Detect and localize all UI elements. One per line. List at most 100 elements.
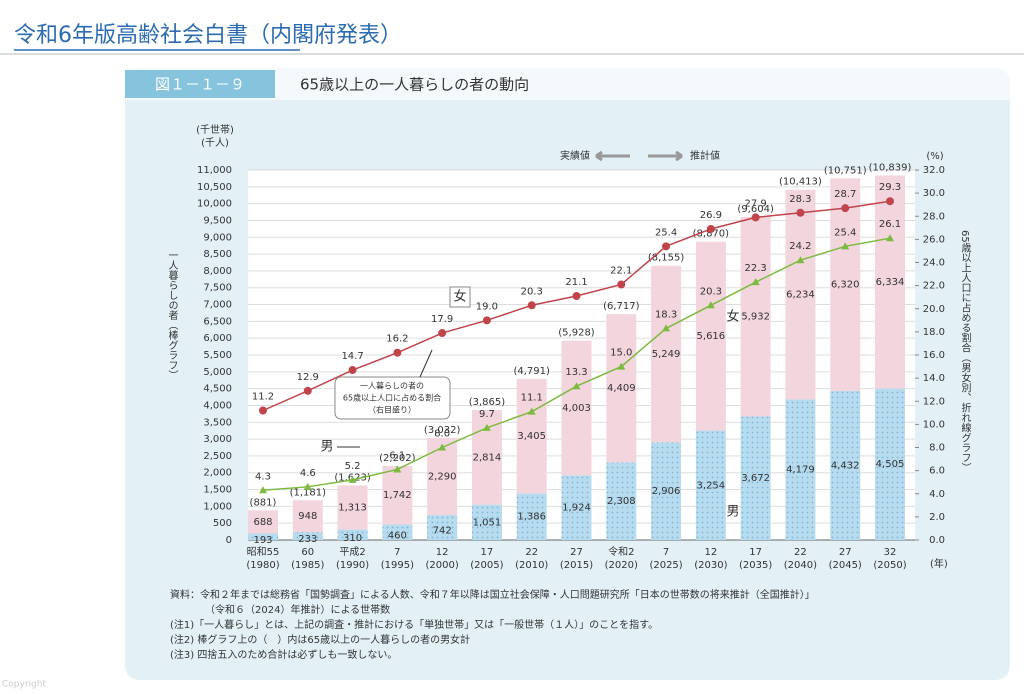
note: 資料：令和２年までは総務省「国勢調査」による人数、令和７年以降は国立社会保障・人…	[170, 588, 815, 601]
x-tick-label: 昭和55	[247, 546, 280, 558]
x-tick-sublabel: (2035)	[739, 560, 772, 571]
marker	[751, 278, 760, 286]
marker	[482, 316, 491, 325]
x-tick-sublabel: (1990)	[336, 560, 369, 571]
x-tick-sublabel: (2050)	[873, 560, 906, 571]
note: (注1)「一人暮らし」とは、上記の調査・推計における「単独世帯」又は「一般世帯（…	[170, 618, 658, 631]
bar-segment	[382, 524, 413, 540]
note: (注2) 棒グラフ上の（ ）内は65歳以上の一人暮らしの者の男女計	[170, 633, 470, 646]
marker	[393, 348, 402, 357]
y-tick-label: 1,500	[203, 485, 232, 496]
x-tick-sublabel: (2020)	[605, 560, 638, 571]
x-tick-sublabel: (1980)	[246, 560, 279, 571]
legend-projection: 推計値	[690, 149, 720, 162]
bar-value-label: 3,405	[517, 431, 546, 442]
bar-value-label: 5,616	[697, 331, 726, 342]
y2-tick-label: 2.0	[929, 512, 945, 523]
line-value-label: 5.2	[345, 461, 361, 472]
bar-value-label: 460	[388, 530, 407, 541]
x-tick-label: 22	[794, 547, 807, 558]
total-label: (3,865)	[469, 397, 506, 408]
line-value-label: 27.9	[745, 198, 767, 209]
total-label: (6,717)	[603, 301, 640, 312]
figure-number-box	[125, 70, 275, 98]
x-tick-label: 17	[749, 547, 762, 558]
line-value-label: 12.9	[297, 372, 319, 383]
line-value-label: 9.7	[479, 409, 495, 420]
x-tick-sublabel: (2030)	[694, 560, 727, 571]
x-tick-sublabel: (1995)	[381, 560, 414, 571]
total-label: (10,839)	[869, 162, 912, 173]
x-tick-sublabel: (2005)	[470, 560, 503, 571]
bar-segment	[516, 378, 547, 494]
bar-value-label: 742	[433, 526, 452, 537]
y-tick-label: 2,000	[203, 468, 232, 479]
y2-tick-label: 26.0	[923, 234, 945, 245]
marker	[527, 407, 536, 415]
callout-box	[334, 376, 451, 420]
y2-tick-label: 30.0	[923, 188, 945, 199]
annotation: 男	[726, 505, 739, 520]
marker	[259, 486, 267, 494]
total-label: (3,032)	[424, 425, 461, 436]
y-tick-label: 1,000	[203, 501, 232, 512]
bar-segment	[606, 314, 637, 463]
arrow	[595, 150, 630, 162]
marker	[303, 386, 312, 395]
x-tick-label: 60	[301, 547, 314, 558]
x-tick-sublabel: (2040)	[784, 560, 817, 571]
y-tick-label: 2,500	[203, 451, 232, 462]
page-title: 令和6年版高齢社会白書（内閣府発表）	[14, 23, 402, 48]
bar-value-label: 1,924	[562, 503, 591, 514]
bar-value-label: 4,003	[562, 403, 591, 414]
annotation: 女	[726, 309, 739, 325]
x-tick-label: 平成2	[339, 546, 365, 558]
marker	[572, 382, 581, 390]
x-tick-label: 17	[481, 547, 494, 558]
x-tick-label: 22	[525, 547, 538, 558]
line-value-label: 11.1	[521, 393, 543, 404]
bar-segment	[606, 462, 637, 540]
y2-tick-label: 10.0	[923, 419, 945, 430]
x-tick-label: 27	[570, 547, 583, 558]
line-value-label: 29.3	[879, 182, 901, 193]
line-value-label: 15.0	[610, 348, 632, 359]
bar-value-label: 5,932	[741, 312, 770, 323]
callout-text: 一人暮らしの者の	[360, 381, 424, 391]
bar-segment	[561, 340, 592, 476]
x-tick-label: 27	[839, 547, 852, 558]
bar-segment	[740, 416, 771, 540]
y2-tick-label: 24.0	[923, 258, 945, 269]
marker	[482, 423, 491, 431]
y2-tick-label: 28.0	[923, 211, 945, 222]
bar-value-label: 6,334	[876, 277, 905, 288]
y-tick-label: 6,500	[203, 316, 232, 327]
y-tick-label: 7,000	[203, 300, 232, 311]
y-tick-label: 9,000	[203, 232, 232, 243]
bar-value-label: 2,906	[652, 486, 681, 497]
marker	[886, 197, 894, 206]
chart-title: 65歳以上の一人暮らしの者の動向	[300, 76, 529, 94]
y-tick-label: 5,500	[203, 350, 232, 361]
line-value-label: 16.2	[386, 334, 408, 345]
y-tick-label: 3,000	[203, 434, 232, 445]
line-value-label: 25.4	[655, 227, 677, 238]
total-label: (4,791)	[513, 366, 550, 377]
bar-value-label: 3,672	[741, 473, 770, 484]
line-value-label: 6.1	[389, 450, 405, 461]
x-tick-sublabel: (2015)	[560, 560, 593, 571]
marker	[662, 242, 671, 251]
bar-value-label: 1,742	[383, 490, 412, 501]
y-tick-label: 6,000	[203, 333, 232, 344]
y-unit: (千人)	[201, 137, 229, 149]
bar-segment	[292, 532, 323, 540]
line-value-label: 19.0	[476, 301, 498, 312]
y-tick-label: 8,000	[203, 266, 232, 277]
bar-segment	[516, 493, 547, 540]
x-tick-label: 32	[884, 547, 897, 558]
x-tick-sublabel: (2010)	[515, 560, 548, 571]
y-tick-label: 8,500	[203, 249, 232, 260]
line-value-label: 20.3	[521, 286, 543, 297]
bar-value-label: 310	[343, 533, 362, 544]
y2-tick-label: 8.0	[929, 443, 945, 454]
